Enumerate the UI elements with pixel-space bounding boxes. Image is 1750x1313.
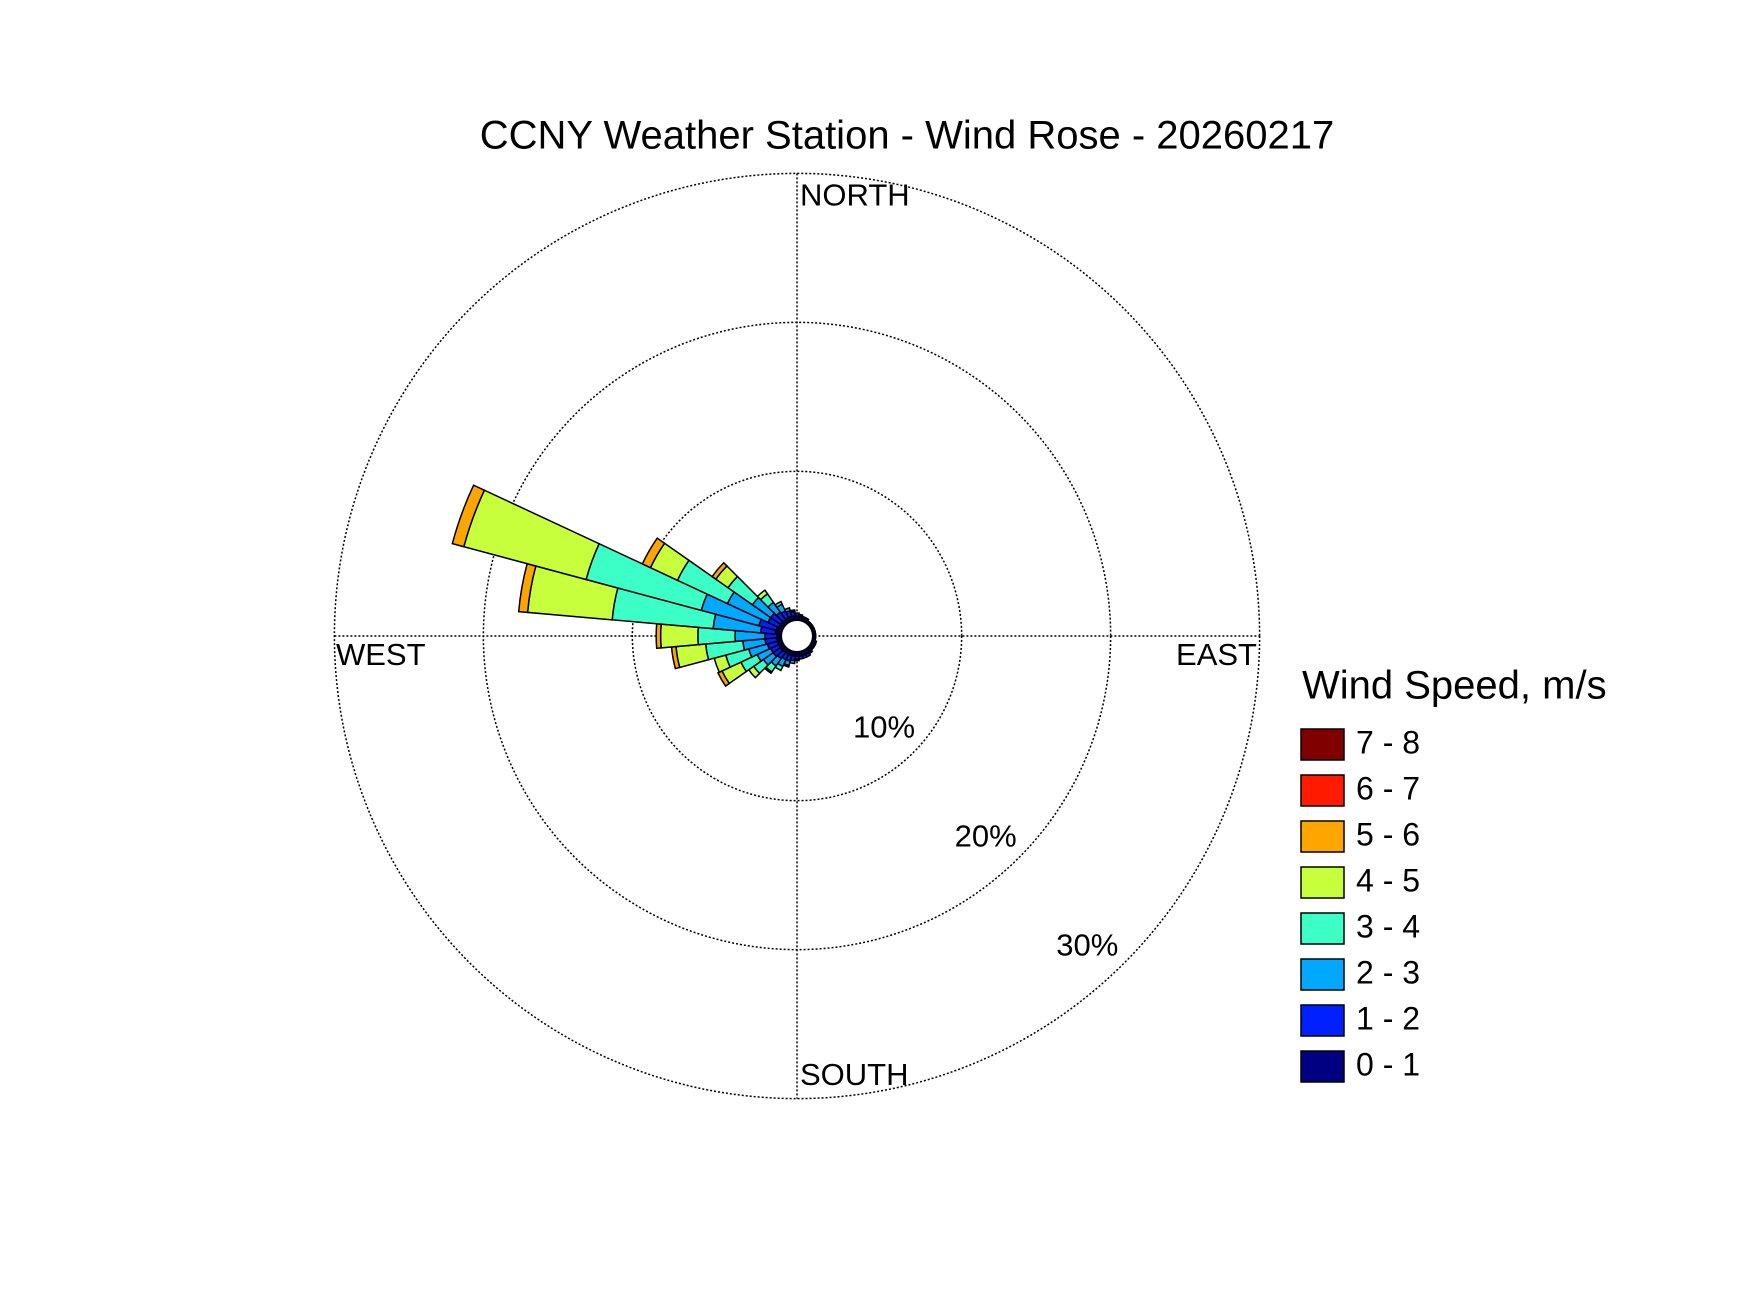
- wind-segment: [789, 609, 796, 614]
- wind-segment: [641, 537, 666, 569]
- legend-swatch: [1300, 1004, 1345, 1037]
- wind-segment: [783, 606, 792, 614]
- wind-segment: [716, 669, 731, 688]
- legend-label: 5 - 6: [1356, 816, 1420, 852]
- wind-segment: [655, 622, 662, 650]
- center-hole: [780, 619, 814, 653]
- legend-swatch: [1300, 1050, 1345, 1083]
- chart-title: CCNY Weather Station - Wind Rose - 20260…: [480, 114, 1335, 158]
- wind-segment: [756, 589, 769, 601]
- legend-swatch: [1300, 912, 1345, 945]
- direction-label: SOUTH: [800, 1057, 909, 1092]
- legend-label: 0 - 1: [1356, 1046, 1420, 1082]
- legend-label: 1 - 2: [1356, 1000, 1420, 1036]
- wind-segment: [451, 484, 486, 548]
- direction-label: NORTH: [800, 178, 910, 213]
- wind-segment: [711, 561, 728, 581]
- direction-label: EAST: [1176, 637, 1257, 672]
- legend-label: 7 - 8: [1356, 724, 1420, 760]
- legend-swatch: [1300, 774, 1345, 807]
- legend-label: 2 - 3: [1356, 954, 1420, 990]
- wind-segment: [675, 643, 710, 669]
- direction-label: WEST: [336, 637, 426, 672]
- r-tick-label: 20%: [955, 819, 1017, 854]
- legend-label: 4 - 5: [1356, 862, 1420, 898]
- legend-label: 6 - 7: [1356, 770, 1420, 806]
- legend-swatch: [1300, 728, 1345, 761]
- wind-segment: [659, 623, 700, 649]
- wind-segment: [774, 600, 784, 609]
- legend-label: 3 - 4: [1356, 908, 1420, 944]
- legend-swatch: [1300, 820, 1345, 853]
- legend-swatch: [1300, 958, 1345, 991]
- legend-swatch: [1300, 866, 1345, 899]
- r-tick-label: 10%: [853, 710, 915, 745]
- r-tick-label: 30%: [1056, 927, 1118, 962]
- legend-title: Wind Speed, m/s: [1302, 664, 1607, 708]
